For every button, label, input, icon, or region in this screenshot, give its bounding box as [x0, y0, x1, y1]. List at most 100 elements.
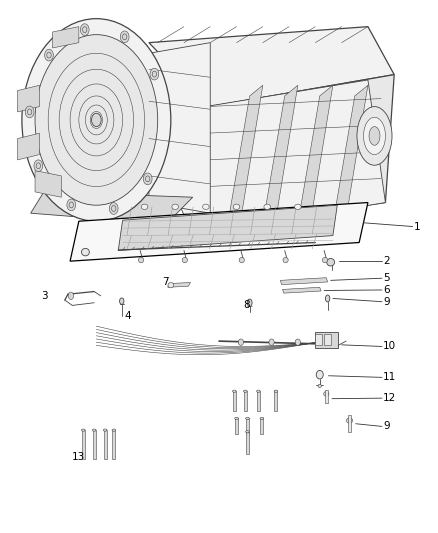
- Ellipse shape: [22, 19, 171, 221]
- Bar: [93, 430, 95, 459]
- Ellipse shape: [257, 390, 260, 392]
- Ellipse shape: [34, 160, 42, 172]
- Text: 13: 13: [72, 452, 85, 462]
- Polygon shape: [333, 85, 368, 224]
- Ellipse shape: [239, 257, 244, 263]
- Text: 6: 6: [383, 285, 390, 295]
- Ellipse shape: [233, 390, 236, 392]
- Text: 7: 7: [162, 278, 169, 287]
- Ellipse shape: [182, 257, 187, 263]
- Ellipse shape: [80, 24, 89, 36]
- Ellipse shape: [45, 49, 53, 61]
- Polygon shape: [149, 43, 210, 213]
- Text: 2: 2: [383, 256, 390, 266]
- Ellipse shape: [81, 248, 89, 256]
- Ellipse shape: [346, 418, 353, 423]
- Bar: [103, 430, 106, 459]
- Polygon shape: [118, 205, 337, 251]
- Bar: [315, 332, 338, 348]
- Text: 3: 3: [42, 291, 48, 301]
- Ellipse shape: [274, 390, 278, 392]
- Ellipse shape: [68, 292, 74, 300]
- Ellipse shape: [150, 68, 159, 80]
- Ellipse shape: [143, 173, 152, 185]
- Ellipse shape: [103, 429, 107, 431]
- Polygon shape: [168, 282, 191, 287]
- Ellipse shape: [202, 204, 209, 209]
- Polygon shape: [201, 75, 394, 229]
- Polygon shape: [31, 192, 193, 224]
- Ellipse shape: [35, 35, 158, 205]
- Ellipse shape: [110, 203, 118, 214]
- Ellipse shape: [92, 429, 96, 431]
- Polygon shape: [18, 133, 39, 160]
- Text: 9: 9: [383, 422, 390, 431]
- Ellipse shape: [322, 257, 328, 263]
- Polygon shape: [53, 27, 79, 48]
- Ellipse shape: [246, 431, 249, 433]
- Bar: [260, 418, 263, 434]
- Bar: [348, 415, 351, 432]
- Polygon shape: [70, 203, 368, 261]
- Bar: [233, 391, 236, 411]
- Text: 9: 9: [383, 297, 390, 306]
- Polygon shape: [149, 27, 394, 107]
- Bar: [81, 430, 85, 459]
- Ellipse shape: [264, 204, 271, 209]
- Text: 11: 11: [383, 373, 396, 382]
- Ellipse shape: [327, 259, 335, 266]
- Ellipse shape: [25, 106, 34, 118]
- Bar: [324, 334, 331, 345]
- Polygon shape: [35, 171, 61, 197]
- Ellipse shape: [294, 204, 301, 209]
- Bar: [112, 430, 116, 459]
- Ellipse shape: [246, 417, 249, 419]
- Bar: [244, 391, 247, 411]
- Polygon shape: [263, 85, 298, 224]
- Ellipse shape: [238, 339, 244, 345]
- Ellipse shape: [138, 257, 144, 263]
- Ellipse shape: [269, 339, 274, 345]
- Polygon shape: [298, 85, 333, 224]
- Text: 4: 4: [125, 311, 131, 320]
- Text: 1: 1: [414, 222, 420, 231]
- Ellipse shape: [81, 429, 85, 431]
- Ellipse shape: [357, 107, 392, 165]
- Ellipse shape: [364, 117, 385, 155]
- Ellipse shape: [172, 204, 179, 209]
- Polygon shape: [140, 80, 385, 235]
- Ellipse shape: [247, 299, 252, 306]
- Ellipse shape: [244, 390, 247, 392]
- Text: 10: 10: [383, 342, 396, 351]
- Bar: [257, 391, 260, 411]
- Ellipse shape: [324, 391, 329, 397]
- Ellipse shape: [92, 114, 101, 127]
- Ellipse shape: [120, 298, 124, 304]
- Ellipse shape: [67, 199, 76, 211]
- Polygon shape: [283, 287, 321, 293]
- Bar: [274, 391, 278, 411]
- Polygon shape: [280, 278, 328, 285]
- Ellipse shape: [283, 257, 288, 263]
- Ellipse shape: [168, 282, 173, 288]
- Ellipse shape: [295, 339, 300, 345]
- Ellipse shape: [141, 204, 148, 209]
- Bar: [325, 390, 328, 403]
- Bar: [246, 432, 249, 454]
- Ellipse shape: [260, 417, 264, 419]
- Ellipse shape: [235, 417, 238, 419]
- Ellipse shape: [112, 429, 116, 431]
- Text: 12: 12: [383, 393, 396, 403]
- Ellipse shape: [316, 370, 323, 379]
- Ellipse shape: [325, 295, 330, 302]
- Bar: [315, 334, 322, 345]
- Bar: [246, 418, 249, 434]
- Bar: [235, 418, 238, 434]
- Polygon shape: [228, 85, 263, 224]
- Ellipse shape: [120, 31, 129, 43]
- Text: 8: 8: [243, 300, 250, 310]
- Text: 5: 5: [383, 273, 390, 283]
- Ellipse shape: [318, 384, 321, 387]
- Ellipse shape: [369, 127, 380, 146]
- Polygon shape: [18, 85, 39, 112]
